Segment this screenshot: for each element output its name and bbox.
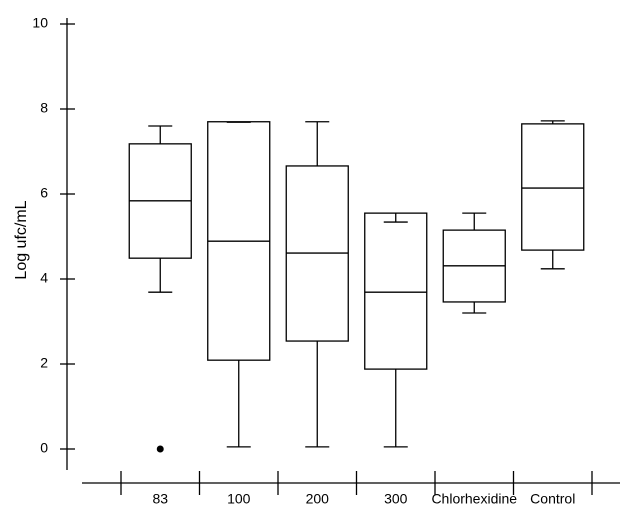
y-tick-label: 6 bbox=[40, 185, 48, 201]
y-tick-label: 2 bbox=[40, 355, 48, 371]
y-tick-label: 0 bbox=[40, 440, 48, 456]
y-axis-label: Log ufc/mL bbox=[13, 200, 30, 279]
x-tick-label: 200 bbox=[306, 491, 330, 507]
x-tick-label: 100 bbox=[227, 491, 251, 507]
y-tick-label: 8 bbox=[40, 100, 48, 116]
x-tick-label: 83 bbox=[152, 491, 168, 507]
x-tick-label: 300 bbox=[384, 491, 408, 507]
x-tick-label: Control bbox=[530, 491, 575, 507]
x-tick-label: Chlorhexidine bbox=[431, 491, 517, 507]
box bbox=[521, 123, 585, 251]
outlier bbox=[156, 445, 164, 453]
box bbox=[364, 212, 428, 370]
y-tick-label: 10 bbox=[32, 15, 48, 31]
y-tick-label: 4 bbox=[40, 270, 48, 286]
